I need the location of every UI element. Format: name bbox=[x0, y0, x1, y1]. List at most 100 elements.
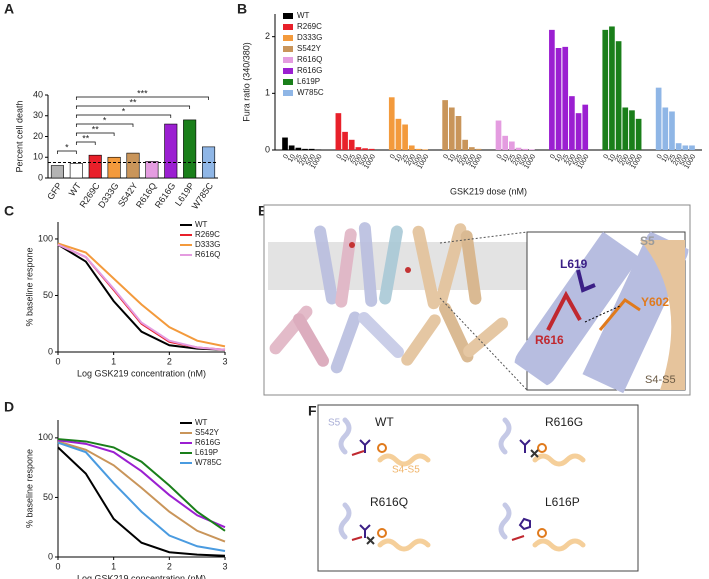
y-tick-label: 50 bbox=[43, 492, 53, 502]
x-tick-label: 10 bbox=[501, 153, 511, 163]
schematic-label: S5 bbox=[328, 418, 341, 429]
legend-label: WT bbox=[195, 220, 208, 229]
x-tick-label: 10 bbox=[394, 153, 404, 163]
bar bbox=[689, 145, 695, 150]
x-tick-label: 2 bbox=[167, 356, 172, 366]
legend-swatch bbox=[283, 79, 293, 85]
line bbox=[57, 243, 226, 351]
schematic-label: L616P bbox=[545, 495, 580, 509]
x-tick-label: 3 bbox=[222, 356, 227, 366]
legend-label: L619P bbox=[195, 448, 218, 457]
structure-label: S4-S5 bbox=[645, 374, 676, 386]
inset-helices bbox=[514, 213, 689, 406]
y-tick-label: 10 bbox=[33, 152, 43, 162]
bar bbox=[388, 97, 395, 150]
bar bbox=[282, 137, 288, 150]
structure-label: Y602 bbox=[641, 295, 669, 309]
x-tick-label: 200 bbox=[565, 153, 577, 167]
x-tick-label: 0 bbox=[389, 153, 397, 160]
line bbox=[57, 438, 226, 532]
x-tick-label: WT bbox=[67, 180, 84, 198]
legend-label: S542Y bbox=[195, 428, 220, 437]
y-tick-label: 0 bbox=[48, 551, 53, 561]
bar bbox=[582, 104, 589, 150]
y-axis-label: Percent cell death bbox=[14, 100, 24, 172]
y-tick-label: 20 bbox=[33, 131, 43, 141]
bar bbox=[475, 148, 482, 150]
x-tick-label: 200 bbox=[298, 153, 310, 167]
y-tick-label: 50 bbox=[43, 290, 53, 300]
x-tick-label: 500 bbox=[412, 153, 424, 167]
x-tick-label: 10 bbox=[554, 153, 564, 163]
bar bbox=[635, 118, 642, 150]
bar bbox=[569, 96, 575, 150]
x-tick-label: 0 bbox=[55, 356, 60, 366]
x-tick-label: 500 bbox=[305, 153, 317, 167]
bar bbox=[522, 148, 529, 150]
x-axis-label: Log GSK219 concentration (nM) bbox=[77, 573, 206, 579]
x-tick-label: 25 bbox=[507, 153, 517, 163]
y-tick-label: 100 bbox=[38, 432, 53, 442]
structure-label: L619 bbox=[560, 257, 588, 271]
panel-label: F bbox=[308, 403, 317, 419]
bar bbox=[422, 149, 428, 150]
bar bbox=[408, 145, 415, 150]
bar bbox=[495, 120, 502, 150]
legend-swatch bbox=[283, 57, 293, 63]
legend-swatch bbox=[283, 35, 293, 41]
x-tick-label: 25 bbox=[614, 153, 624, 163]
panel-label: C bbox=[4, 203, 14, 219]
significance-label: *** bbox=[137, 88, 148, 98]
bar bbox=[126, 152, 140, 179]
bar bbox=[442, 100, 448, 150]
x-tick-label: 1 bbox=[111, 561, 116, 571]
significance-label: * bbox=[103, 115, 107, 125]
significance-bracket bbox=[75, 123, 134, 127]
line bbox=[57, 441, 226, 553]
bar bbox=[308, 148, 315, 150]
line bbox=[57, 446, 226, 557]
bar bbox=[669, 111, 675, 150]
bar bbox=[602, 29, 609, 150]
bar bbox=[183, 119, 197, 179]
bar bbox=[615, 41, 622, 151]
bar bbox=[555, 48, 562, 150]
x-tick-label: 500 bbox=[358, 153, 370, 167]
bar bbox=[362, 148, 368, 150]
panel-label: D bbox=[4, 399, 14, 415]
schematic-panel: S5 WT S4-S5 R616G R616Q L616P bbox=[317, 404, 639, 572]
x-tick-label: 500 bbox=[519, 153, 531, 167]
y-axis-label: Fura ratio (340/380) bbox=[241, 42, 251, 122]
x-tick-label: 25 bbox=[454, 153, 464, 163]
bar bbox=[335, 113, 342, 150]
legend-label: R616G bbox=[195, 438, 220, 447]
x-axis-label: Log GSK219 concentration (nM) bbox=[77, 368, 206, 378]
x-tick-label: 0 bbox=[55, 561, 60, 571]
x-axis-label: GSK219 dose (nM) bbox=[450, 186, 527, 196]
structure-panel: S5 L619 Y602 R616 S4-S5 bbox=[263, 204, 691, 406]
bar bbox=[145, 161, 159, 179]
significance-label: * bbox=[65, 142, 69, 152]
line bbox=[57, 440, 226, 543]
bar bbox=[342, 131, 348, 150]
bar bbox=[622, 107, 629, 150]
schematic-label: R616Q bbox=[370, 495, 408, 509]
legend-label: D333G bbox=[297, 33, 322, 42]
x-tick-label: 25 bbox=[561, 153, 571, 163]
bar bbox=[288, 145, 295, 150]
x-tick-label: 200 bbox=[352, 153, 364, 167]
bar bbox=[509, 141, 515, 150]
significance-bracket bbox=[75, 96, 209, 100]
x-tick-label: 2 bbox=[167, 561, 172, 571]
x-tick-label: 10 bbox=[447, 153, 457, 163]
significance-label: ** bbox=[82, 133, 90, 143]
frame bbox=[317, 404, 639, 572]
panel-label: B bbox=[237, 1, 247, 17]
legend-swatch bbox=[283, 46, 293, 52]
structure-label: S5 bbox=[640, 234, 655, 248]
x-tick-label: 10 bbox=[340, 153, 350, 163]
x-tick-label: 200 bbox=[459, 153, 471, 167]
legend-swatch bbox=[283, 13, 293, 19]
membrane bbox=[268, 242, 538, 290]
significance-label: ** bbox=[92, 124, 100, 134]
